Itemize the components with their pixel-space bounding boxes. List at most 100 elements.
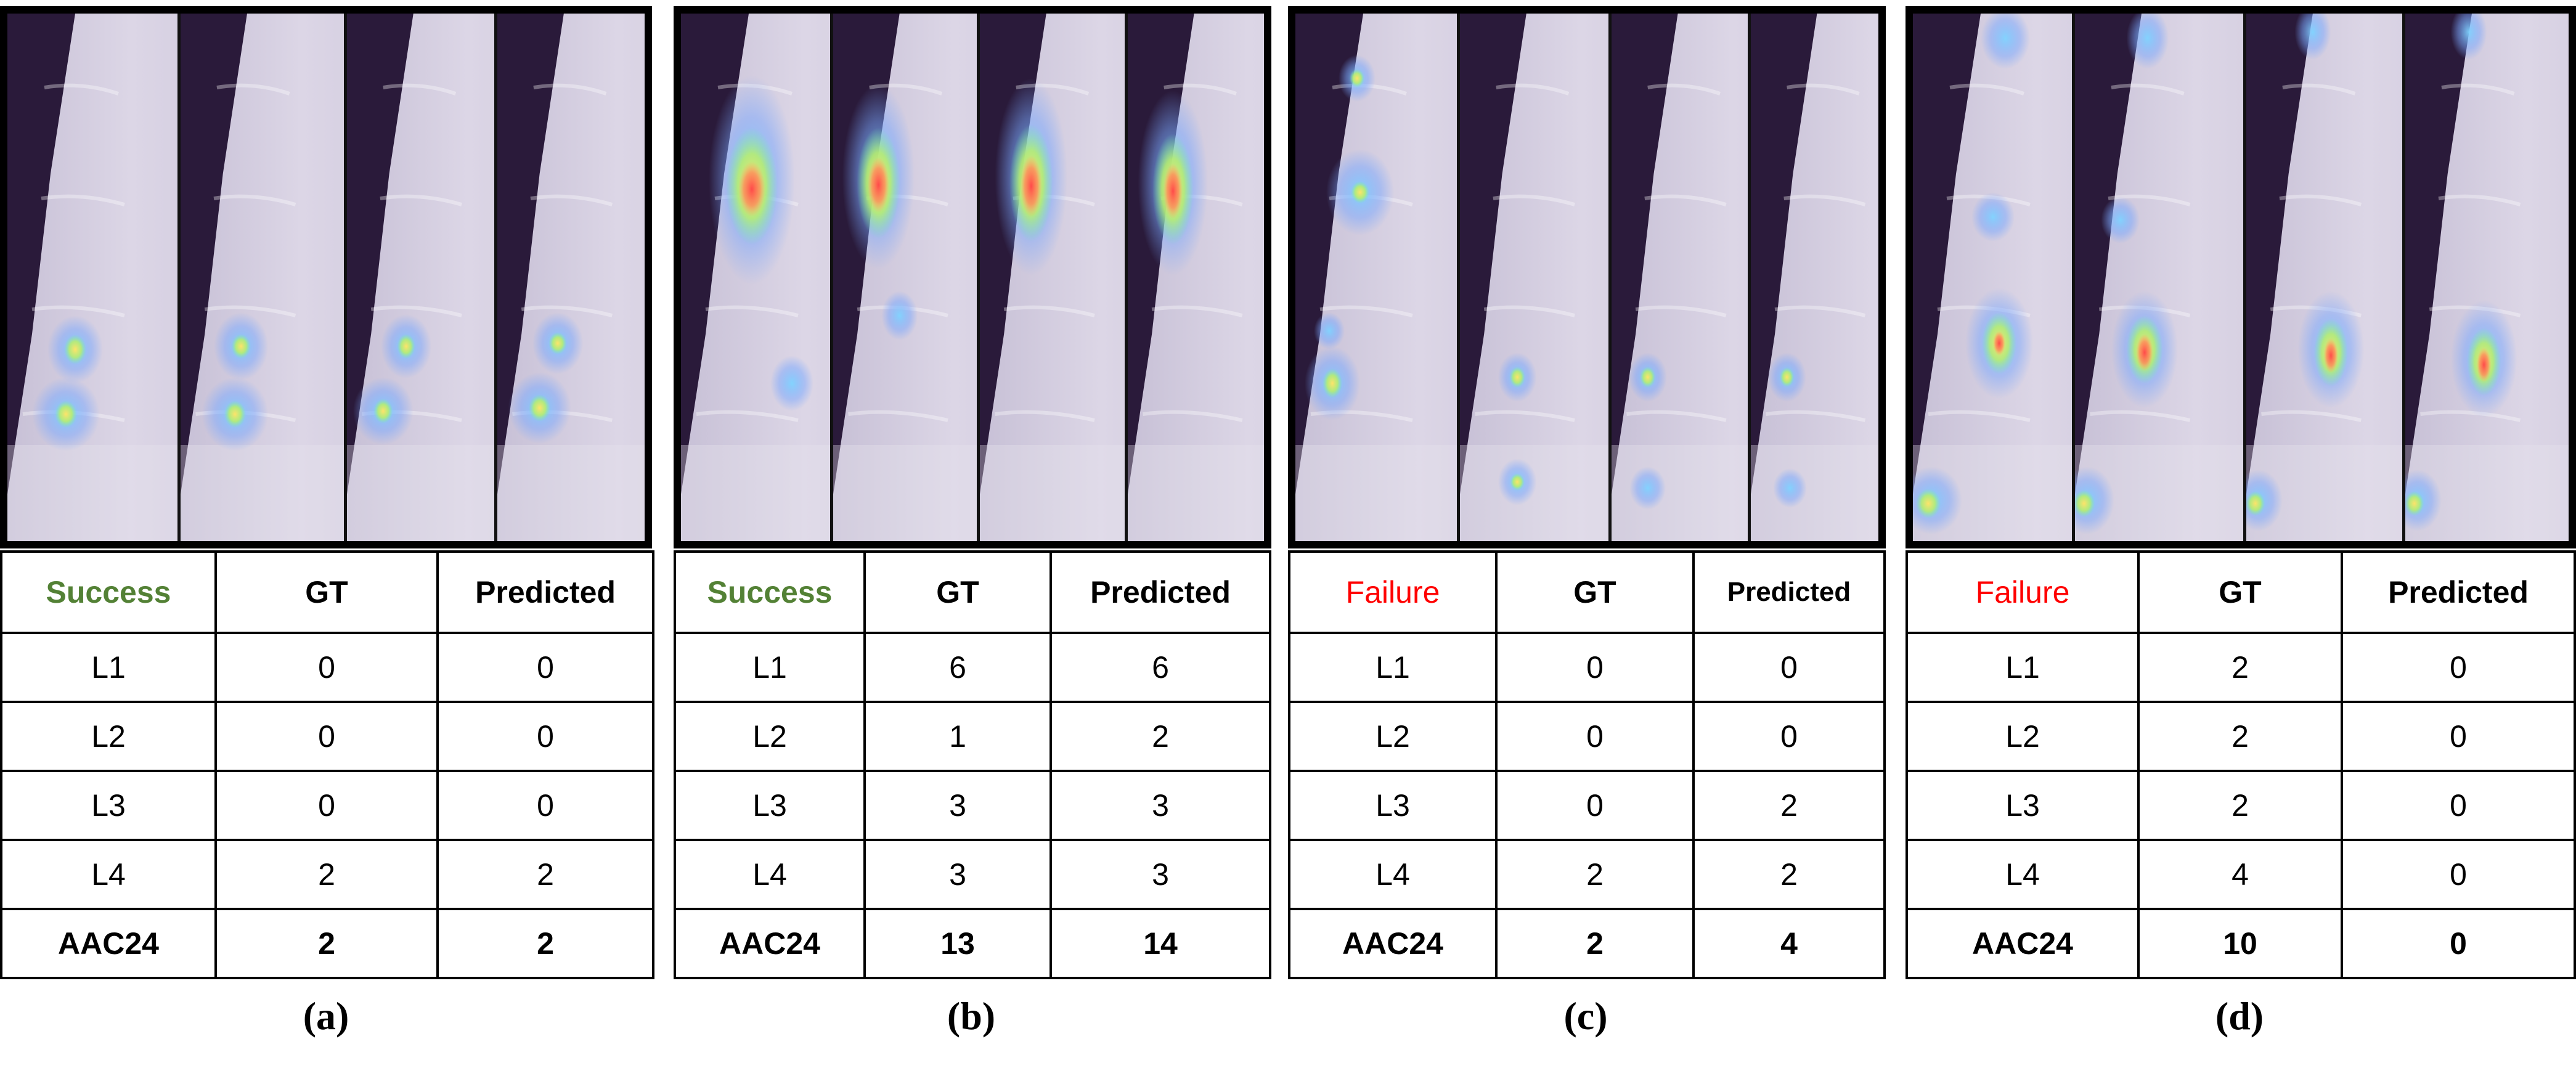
heatmap-image-strip — [1288, 6, 1886, 548]
row-label: L2 — [674, 701, 866, 772]
predicted-value: 6 — [1050, 632, 1271, 703]
heatmap-slice — [681, 14, 830, 541]
predicted-value: 2 — [1692, 770, 1886, 841]
status-label: Success — [674, 550, 866, 634]
table-row: L2 0 0 — [1288, 701, 1886, 772]
gt-value: 3 — [863, 839, 1052, 910]
heatmap-slice — [1295, 14, 1457, 541]
gt-value: 0 — [1495, 632, 1695, 703]
row-label: L3 — [1906, 770, 2140, 841]
row-label: L1 — [674, 632, 866, 703]
predicted-value: 0 — [1692, 701, 1886, 772]
table-row: L2 1 2 — [674, 701, 1271, 772]
gt-value: 2 — [2137, 632, 2343, 703]
total-row: AAC24 10 0 — [1906, 908, 2576, 979]
row-label: L1 — [0, 632, 217, 703]
status-label: Failure — [1906, 550, 2140, 634]
row-label: L4 — [1288, 839, 1498, 910]
heatmap-image-strip — [1906, 6, 2576, 548]
gt-value: 6 — [863, 632, 1052, 703]
table-row: L4 2 2 — [0, 839, 654, 910]
table-row: L3 2 0 — [1906, 770, 2576, 841]
total-gt: 10 — [2137, 908, 2343, 979]
panel-b: Success GT Predicted L1 6 6 L2 1 2 L3 3 3 L4 3 3 A… — [674, 0, 1290, 1076]
heatmap-image-strip — [0, 6, 652, 548]
row-label: L1 — [1288, 632, 1498, 703]
predicted-value: 2 — [1050, 701, 1271, 772]
status-label: Success — [0, 550, 217, 634]
row-label: L2 — [1906, 701, 2140, 772]
predicted-value: 0 — [1692, 632, 1886, 703]
total-label: AAC24 — [674, 908, 866, 979]
heatmap-slice — [1125, 14, 1264, 541]
table-row: L4 4 0 — [1906, 839, 2576, 910]
total-label: AAC24 — [1288, 908, 1498, 979]
table-row: L1 2 0 — [1906, 632, 2576, 703]
total-row: AAC24 2 4 — [1288, 908, 1886, 979]
panel-caption: (d) — [2215, 994, 2264, 1038]
heatmap-slice — [1913, 14, 2072, 541]
gt-value: 2 — [2137, 770, 2343, 841]
heatmap-slice — [177, 14, 344, 541]
gt-header: GT — [1495, 550, 1695, 634]
row-label: L2 — [0, 701, 217, 772]
panel-caption: (a) — [303, 994, 349, 1038]
results-table: Failure GT Predicted L1 2 0 L2 2 0 L3 2 0 L4 4 0 A… — [1906, 550, 2576, 979]
total-gt: 2 — [1495, 908, 1695, 979]
table-row: L1 0 0 — [1288, 632, 1886, 703]
total-gt: 2 — [214, 908, 439, 979]
total-row: AAC24 13 14 — [674, 908, 1271, 979]
gt-value: 0 — [1495, 770, 1695, 841]
table-row: L2 0 0 — [0, 701, 654, 772]
predicted-header: Predicted — [436, 550, 654, 634]
gt-value: 1 — [863, 701, 1052, 772]
predicted-value: 2 — [436, 839, 654, 910]
row-label: L4 — [674, 839, 866, 910]
predicted-value: 0 — [2341, 839, 2576, 910]
table-row: L4 2 2 — [1288, 839, 1886, 910]
table-row: L4 3 3 — [674, 839, 1271, 910]
row-label: L3 — [1288, 770, 1498, 841]
predicted-header: Predicted — [1692, 550, 1886, 634]
gt-value: 2 — [1495, 839, 1695, 910]
row-label: L3 — [674, 770, 866, 841]
heatmap-slice — [494, 14, 652, 541]
heatmap-slice — [830, 14, 977, 541]
gt-header: GT — [863, 550, 1052, 634]
heatmap-slice — [2402, 14, 2569, 541]
heatmap-slice — [977, 14, 1125, 541]
predicted-header: Predicted — [1050, 550, 1271, 634]
predicted-value: 0 — [2341, 701, 2576, 772]
predicted-value: 3 — [1050, 839, 1271, 910]
panel-d: Failure GT Predicted L1 2 0 L2 2 0 L3 2 0 L4 4 0 A… — [1906, 0, 2576, 1076]
heatmap-slice — [7, 14, 177, 541]
panel-caption: (b) — [947, 994, 996, 1038]
gt-value: 3 — [863, 770, 1052, 841]
row-label: L1 — [1906, 632, 2140, 703]
predicted-header: Predicted — [2341, 550, 2576, 634]
heatmap-slice — [1457, 14, 1608, 541]
row-label: L4 — [1906, 839, 2140, 910]
heatmap-slice — [1608, 14, 1748, 541]
gt-value: 0 — [214, 701, 439, 772]
gt-value: 4 — [2137, 839, 2343, 910]
results-table: Success GT Predicted L1 6 6 L2 1 2 L3 3 3 L4 3 3 A… — [674, 550, 1271, 979]
status-label: Failure — [1288, 550, 1498, 634]
table-row: L3 3 3 — [674, 770, 1271, 841]
heatmap-slice — [2072, 14, 2243, 541]
table-row: L2 2 0 — [1906, 701, 2576, 772]
row-label: L2 — [1288, 701, 1498, 772]
table-row: L1 6 6 — [674, 632, 1271, 703]
row-label: L3 — [0, 770, 217, 841]
predicted-value: 0 — [436, 632, 654, 703]
total-predicted: 4 — [1692, 908, 1886, 979]
total-gt: 13 — [863, 908, 1052, 979]
gt-header: GT — [2137, 550, 2343, 634]
panel-a: Success GT Predicted L1 0 0 L2 0 0 L3 0 0 L4 2 2 A… — [0, 0, 659, 1076]
heatmap-slice — [1748, 14, 1878, 541]
gt-value: 0 — [214, 770, 439, 841]
predicted-value: 0 — [436, 701, 654, 772]
results-table: Failure GT Predicted L1 0 0 L2 0 0 L3 0 2 L4 2 2 A… — [1288, 550, 1886, 979]
total-label: AAC24 — [0, 908, 217, 979]
table-header-row: Success GT Predicted — [0, 550, 654, 634]
